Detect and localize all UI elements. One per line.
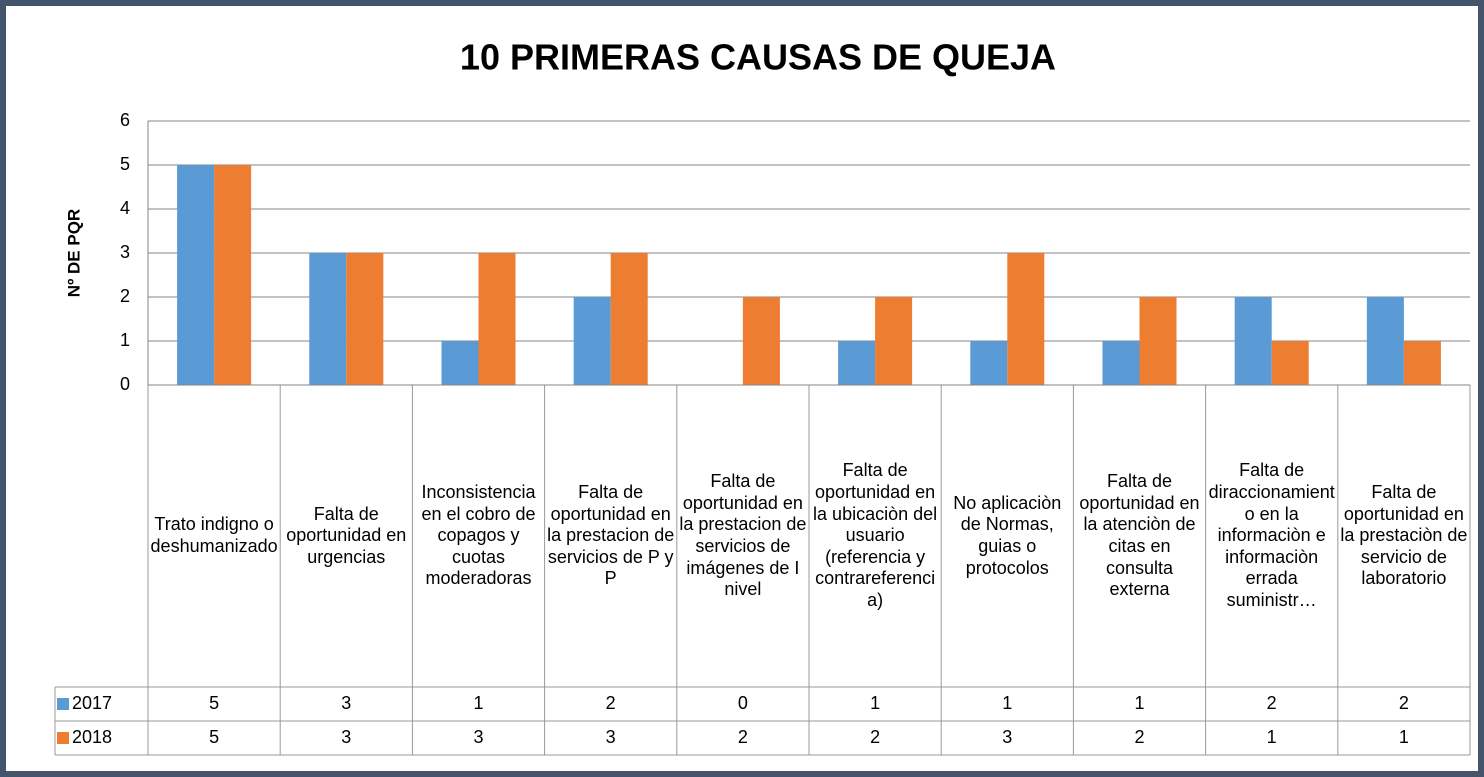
chart-title: 10 PRIMERAS CAUSAS DE QUEJA <box>460 37 1056 78</box>
table-value: 2 <box>677 721 809 755</box>
table-value-text: 2 <box>1266 693 1277 714</box>
table-value-text: 2 <box>1398 693 1409 714</box>
table-value-text: 3 <box>1002 727 1013 748</box>
table-value: 3 <box>545 721 677 755</box>
table-value: 1 <box>941 687 1073 721</box>
table-value: 2 <box>545 687 677 721</box>
table-value: 3 <box>280 687 412 721</box>
table-value-text: 1 <box>1134 693 1145 714</box>
legend-swatch <box>57 732 69 744</box>
category-label: Falta de oportunidad en la prestacion de… <box>545 385 677 687</box>
table-value: 3 <box>941 721 1073 755</box>
table-value-text: 5 <box>209 727 220 748</box>
category-label: Falta de oportunidad en urgencias <box>280 385 412 687</box>
bar <box>214 165 252 385</box>
table-value-text: 2 <box>1134 727 1145 748</box>
table-value-text: 0 <box>737 693 748 714</box>
legend-label: 2017 <box>55 687 148 721</box>
y-tick-label: 1 <box>120 330 130 350</box>
bar <box>309 253 347 385</box>
category-label: Falta de oportunidad en la atenciòn de c… <box>1073 385 1205 687</box>
category-label-text: Falta de oportunidad en urgencias <box>286 503 407 567</box>
table-value: 1 <box>809 687 941 721</box>
category-label: Falta de oportunidad en la ubicaciòn del… <box>809 385 941 687</box>
table-value: 0 <box>677 687 809 721</box>
table-value-text: 1 <box>1266 727 1277 748</box>
table-value: 1 <box>412 687 544 721</box>
category-label: Falta de oportunidad en la prestacion de… <box>677 385 809 687</box>
category-label-text: No aplicaciòn de Normas, guias o protoco… <box>953 492 1062 578</box>
table-value: 1 <box>1338 721 1470 755</box>
category-label: Falta de diraccionamiento en la informac… <box>1206 385 1338 687</box>
bar <box>838 341 876 385</box>
table-value-text: 3 <box>473 727 484 748</box>
bar <box>742 297 780 385</box>
table-value: 2 <box>809 721 941 755</box>
table-value-text: 1 <box>473 693 484 714</box>
legend-label: 2018 <box>55 721 148 755</box>
bar <box>177 165 215 385</box>
table-value: 5 <box>148 721 280 755</box>
category-label: Falta de oportunidad en la prestaciòn de… <box>1338 385 1470 687</box>
category-label-text: Falta de oportunidad en la prestacion de… <box>679 471 807 600</box>
y-axis-label: Nº DE PQR <box>64 209 83 297</box>
bar <box>1366 297 1404 385</box>
bar <box>1102 341 1140 385</box>
table-value: 1 <box>1206 721 1338 755</box>
table-value: 5 <box>148 687 280 721</box>
category-label: Trato indigno o deshumanizado <box>148 385 280 687</box>
bar <box>346 253 384 385</box>
category-label-text: Falta de oportunidad en la ubicaciòn del… <box>813 460 938 610</box>
table-value-text: 1 <box>870 693 881 714</box>
category-label-text: Falta de oportunidad en la prestaciòn de… <box>1340 482 1468 589</box>
bar <box>1139 297 1177 385</box>
bar <box>1234 297 1272 385</box>
table-value-text: 5 <box>209 693 220 714</box>
table-value-text: 1 <box>1002 693 1013 714</box>
category-label-text: Falta de oportunidad en la prestacion de… <box>547 482 675 589</box>
legend-swatch <box>57 698 69 710</box>
bar <box>970 341 1008 385</box>
table-value-text: 1 <box>1398 727 1409 748</box>
table-value-text: 2 <box>737 727 748 748</box>
y-tick-label: 0 <box>120 374 130 394</box>
bar <box>1007 253 1045 385</box>
table-value: 2 <box>1073 721 1205 755</box>
bar <box>478 253 516 385</box>
bar <box>1271 341 1309 385</box>
y-tick-label: 5 <box>120 154 130 174</box>
bar <box>875 297 913 385</box>
bar <box>610 253 648 385</box>
table-value-text: 3 <box>605 727 616 748</box>
y-tick-label: 2 <box>120 286 130 306</box>
y-tick-label: 6 <box>120 110 130 130</box>
category-label-text: Falta de diraccionamiento en la informac… <box>1208 460 1335 610</box>
y-tick-label: 4 <box>120 198 130 218</box>
table-value: 2 <box>1206 687 1338 721</box>
category-label-text: Inconsistencia en el cobro de copagos y … <box>421 482 536 589</box>
table-value: 1 <box>1073 687 1205 721</box>
category-label-text: Falta de oportunidad en la atenciòn de c… <box>1079 471 1200 600</box>
table-value: 2 <box>1338 687 1470 721</box>
legend-label-text: 2017 <box>72 693 113 714</box>
category-label-text: Trato indigno o deshumanizado <box>150 514 278 556</box>
y-tick-label: 3 <box>120 242 130 262</box>
table-value: 3 <box>412 721 544 755</box>
table-value-text: 3 <box>341 727 352 748</box>
table-value: 3 <box>280 721 412 755</box>
bar <box>573 297 611 385</box>
table-value-text: 2 <box>870 727 881 748</box>
table-value-text: 2 <box>605 693 616 714</box>
bar <box>1403 341 1441 385</box>
category-label: No aplicaciòn de Normas, guias o protoco… <box>941 385 1073 687</box>
bar <box>441 341 479 385</box>
table-value-text: 3 <box>341 693 352 714</box>
legend-label-text: 2018 <box>72 727 113 748</box>
category-label: Inconsistencia en el cobro de copagos y … <box>412 385 544 687</box>
